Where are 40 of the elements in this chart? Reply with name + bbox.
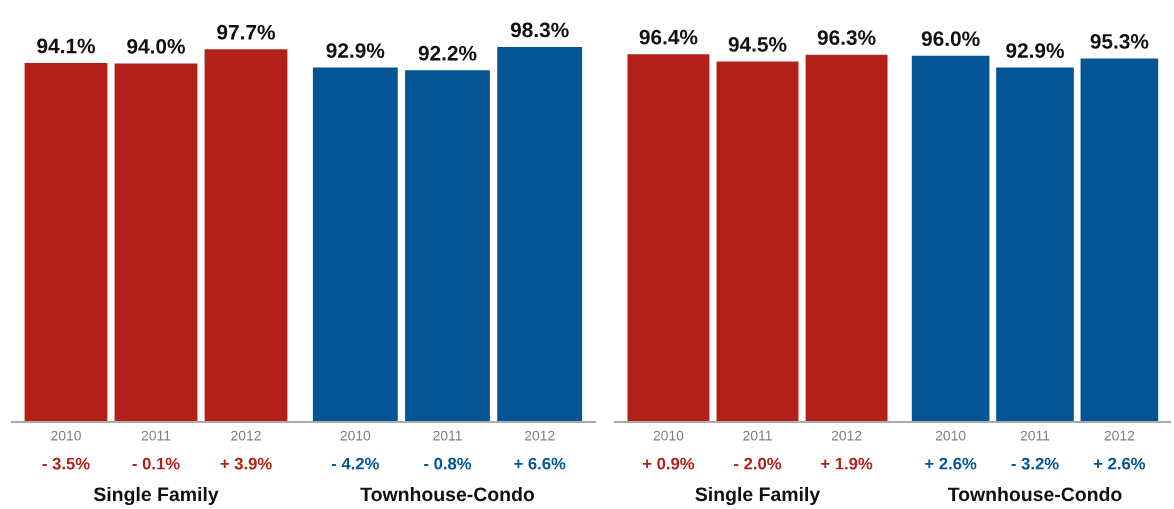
x-tick-label: 2012 — [231, 430, 261, 441]
x-tick-label: 2010 — [935, 430, 966, 441]
text: + 1.9% — [821, 457, 873, 470]
x-tick-label: 2011 — [433, 430, 462, 441]
x-tick-label: 2010 — [340, 430, 371, 441]
x-axis-title: Single Family — [695, 486, 821, 506]
text: + 0.9% — [642, 457, 695, 470]
x-tick-label: 2012 — [524, 430, 555, 441]
text: + 3.9% — [220, 457, 272, 470]
data-label: 94.0% — [127, 38, 185, 54]
data-label: 96.3% — [817, 30, 876, 45]
x-tick-label: 2011 — [1020, 430, 1050, 441]
data-label: 97.7% — [217, 24, 275, 40]
x-axis-title: Townhouse-Condo — [947, 486, 1122, 502]
x-tick-label: 2012 — [831, 430, 862, 441]
text: + 6.6% — [514, 457, 566, 470]
text: - 2.0% — [734, 457, 782, 470]
data-label: 96.0% — [921, 31, 980, 47]
text: - 4.2% — [331, 457, 379, 470]
data-label: 94.5% — [728, 37, 787, 52]
data-label: 92.2% — [418, 45, 477, 61]
x-tick-label: 2010 — [653, 430, 684, 441]
data-label: 94.1% — [37, 38, 95, 54]
x-tick-label: 2011 — [743, 430, 772, 441]
data-label: 92.9% — [1006, 43, 1064, 58]
data-label: 96.4% — [639, 29, 698, 45]
text: + 2.6% — [1093, 457, 1146, 470]
x-tick-label: 2012 — [1104, 430, 1135, 441]
x-axis-title: Townhouse-Condo — [360, 486, 535, 502]
data-label: 98.3% — [510, 22, 569, 38]
x-axis-title: Single Family — [93, 486, 219, 506]
x-tick-label: 2011 — [141, 430, 171, 441]
data-label: 92.9% — [326, 43, 385, 58]
x-tick-label: 2010 — [51, 430, 81, 441]
text: - 0.1% — [132, 457, 180, 470]
text: + 2.6% — [925, 457, 977, 470]
text: - 0.8% — [424, 457, 472, 470]
text: - 3.2% — [1011, 457, 1059, 470]
data-label: 95.3% — [1090, 34, 1149, 49]
text: - 3.5% — [42, 457, 90, 470]
